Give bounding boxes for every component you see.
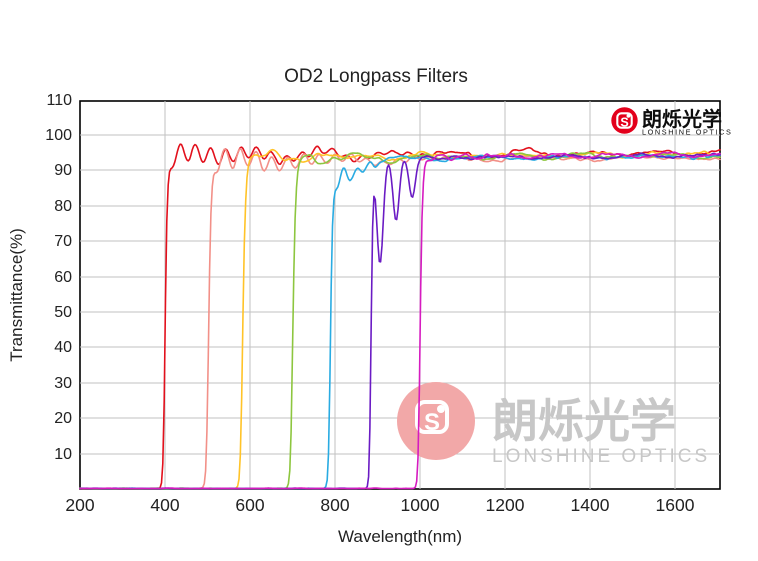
svg-text:200: 200	[65, 495, 94, 515]
svg-text:S: S	[620, 116, 628, 130]
svg-text:LONSHINE OPTICS: LONSHINE OPTICS	[642, 128, 733, 137]
svg-text:朗烁光学: 朗烁光学	[492, 395, 676, 447]
svg-text:50: 50	[54, 304, 72, 321]
svg-text:70: 70	[54, 233, 72, 250]
svg-text:80: 80	[54, 198, 72, 215]
svg-text:LONSHINE OPTICS: LONSHINE OPTICS	[492, 446, 710, 467]
svg-text:60: 60	[54, 269, 72, 286]
svg-text:20: 20	[54, 410, 72, 427]
svg-text:90: 90	[54, 162, 72, 179]
svg-text:S: S	[424, 409, 440, 436]
svg-text:40: 40	[54, 339, 72, 356]
svg-text:OD2 Longpass Filters: OD2 Longpass Filters	[284, 66, 468, 87]
svg-text:110: 110	[46, 92, 72, 109]
svg-text:30: 30	[54, 375, 72, 392]
svg-text:Transmittance(%): Transmittance(%)	[7, 228, 26, 362]
svg-text:1000: 1000	[401, 495, 440, 515]
svg-text:Wavelength(nm): Wavelength(nm)	[338, 527, 462, 546]
svg-text:1400: 1400	[571, 495, 610, 515]
svg-text:10: 10	[54, 446, 72, 463]
svg-text:1600: 1600	[656, 495, 695, 515]
svg-text:100: 100	[45, 127, 72, 144]
svg-text:600: 600	[235, 495, 264, 515]
svg-text:1200: 1200	[486, 495, 525, 515]
svg-text:800: 800	[320, 495, 349, 515]
svg-text:400: 400	[150, 495, 179, 515]
